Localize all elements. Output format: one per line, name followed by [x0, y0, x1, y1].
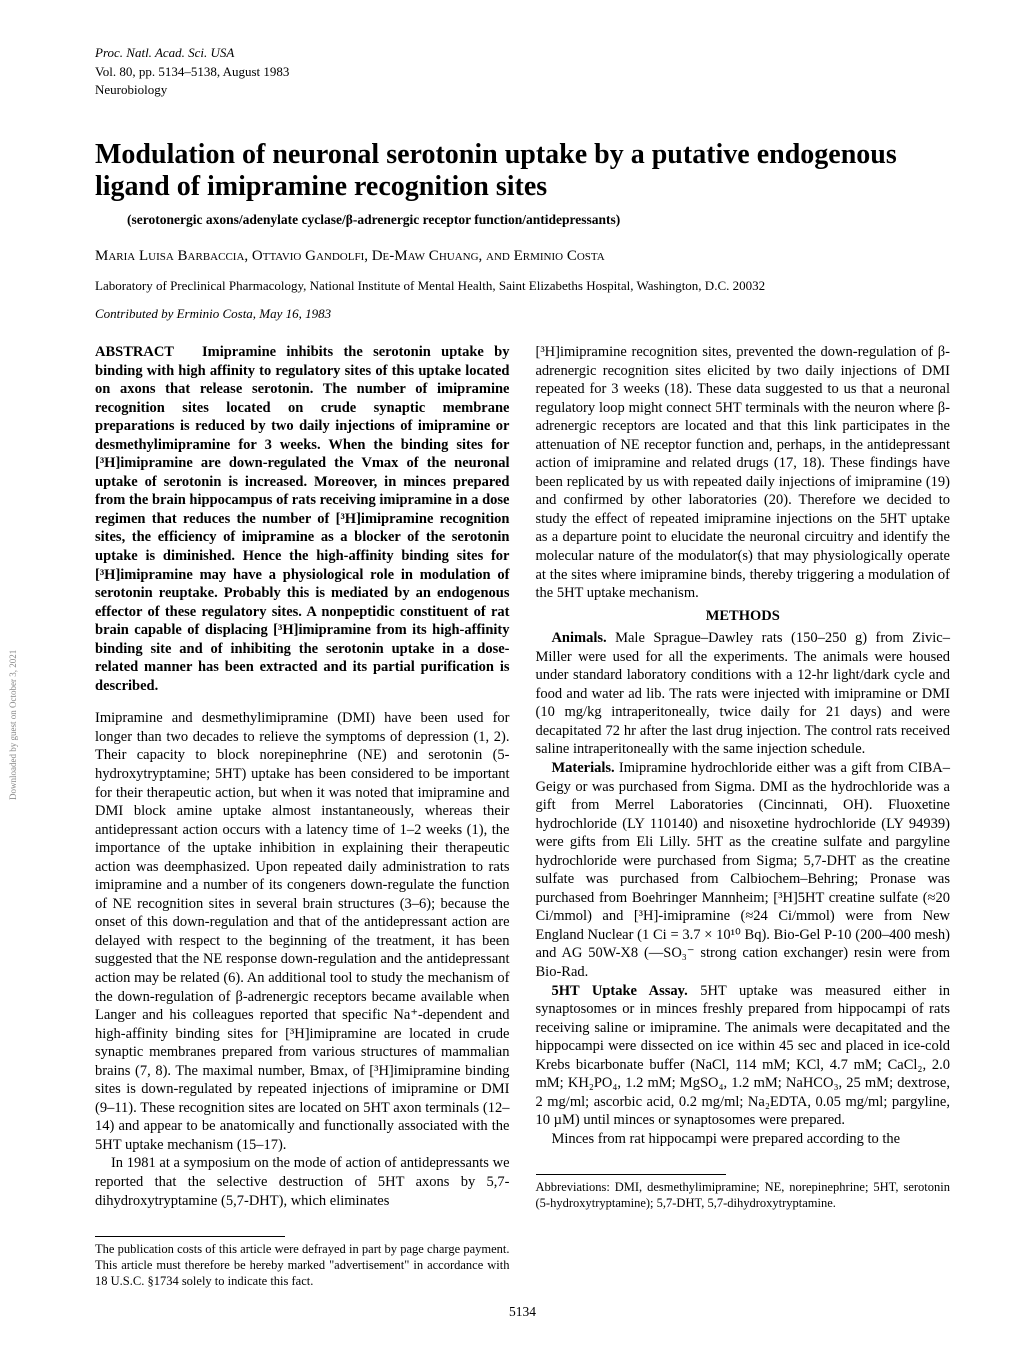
footnote-left: The publication costs of this article we…	[95, 1241, 510, 1289]
abstract-text: Imipramine inhibits the serotonin uptake…	[95, 344, 510, 694]
section-name: Neurobiology	[95, 82, 950, 99]
abstract-label: ABSTRACT	[95, 344, 202, 360]
article-subtitle: (serotonergic axons/adenylate cyclase/β-…	[95, 211, 950, 228]
journal-name: Proc. Natl. Acad. Sci. USA	[95, 45, 950, 62]
intro-paragraph-1: Imipramine and desmethylimipramine (DMI)…	[95, 709, 510, 1154]
methods-minces: Minces from rat hippocampi were prepared…	[536, 1130, 951, 1149]
footnote-rule-right	[536, 1174, 726, 1175]
methods-heading: METHODS	[536, 607, 951, 626]
volume-info: Vol. 80, pp. 5134–5138, August 1983	[95, 64, 950, 81]
methods-uptake: 5HT Uptake Assay. 5HT uptake was measure…	[536, 982, 951, 1130]
journal-header: Proc. Natl. Acad. Sci. USA Vol. 80, pp. …	[95, 45, 950, 99]
methods-animals: Animals. Male Sprague–Dawley rats (150–2…	[536, 629, 951, 759]
intro-paragraph-2: In 1981 at a symposium on the mode of ac…	[95, 1154, 510, 1210]
methods-animals-label: Animals.	[551, 630, 606, 646]
download-watermark: Downloaded by guest on October 3, 2021	[8, 650, 20, 800]
intro-paragraph-3: [³H]imipramine recognition sites, preven…	[536, 343, 951, 603]
article-body: ABSTRACTImipramine inhibits the serotoni…	[95, 343, 950, 1289]
authors: Maria Luisa Barbaccia, Ottavio Gandolfi,…	[95, 247, 950, 266]
affiliation: Laboratory of Preclinical Pharmacology, …	[95, 278, 950, 295]
methods-uptake-label: 5HT Uptake Assay.	[551, 983, 687, 999]
footnote-rule-left	[95, 1236, 285, 1237]
article-title: Modulation of neuronal serotonin uptake …	[95, 139, 950, 203]
footnote-right: Abbreviations: DMI, desmethylimipramine;…	[536, 1179, 951, 1211]
contributed-by: Contributed by Erminio Costa, May 16, 19…	[95, 306, 950, 323]
methods-materials: Materials. Imipramine hydrochloride eith…	[536, 759, 951, 982]
page-number: 5134	[95, 1303, 950, 1320]
methods-materials-label: Materials.	[551, 760, 614, 776]
abstract: ABSTRACTImipramine inhibits the serotoni…	[95, 343, 510, 695]
